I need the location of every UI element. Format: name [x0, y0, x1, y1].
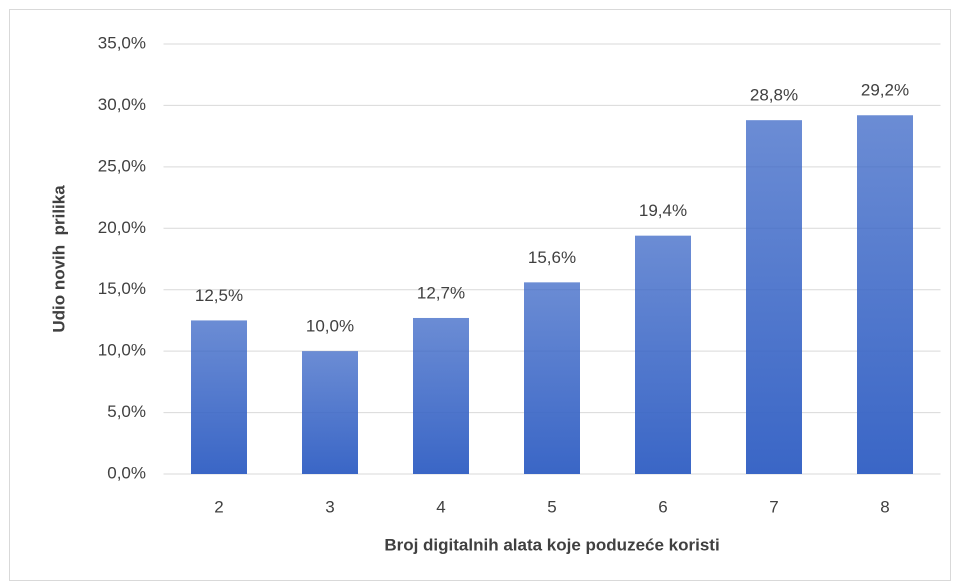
x-tick-label: 3 [325, 497, 334, 516]
bar [302, 351, 358, 474]
x-tick-label: 4 [436, 497, 445, 516]
data-label: 19,4% [639, 201, 687, 220]
data-label: 15,6% [528, 248, 576, 267]
y-tick-label: 15,0% [98, 279, 146, 298]
bar [746, 120, 802, 475]
y-tick-label: 25,0% [98, 156, 146, 175]
y-tick-label: 10,0% [98, 341, 146, 360]
x-tick-label: 7 [769, 497, 778, 516]
x-tick-label: 6 [658, 497, 667, 516]
x-tick-label: 8 [880, 497, 889, 516]
y-tick-label: 0,0% [107, 463, 146, 482]
y-tick-label: 20,0% [98, 218, 146, 237]
bar [413, 317, 469, 474]
data-label: 28,8% [750, 86, 798, 105]
x-axis-title: Broj digitalnih alata koje poduzeće kori… [384, 535, 719, 554]
y-tick-label: 30,0% [98, 95, 146, 114]
data-label: 12,7% [417, 283, 465, 302]
chart-border [9, 9, 951, 581]
bar [191, 320, 247, 474]
x-tick-label: 5 [547, 497, 556, 516]
data-label: 12,5% [195, 286, 243, 305]
bar [524, 282, 580, 474]
bar [635, 235, 691, 474]
y-tick-label: 35,0% [98, 33, 146, 52]
x-tick-label: 2 [214, 497, 223, 516]
y-axis-title: Udio novih prilika [49, 185, 68, 333]
bar [857, 115, 913, 474]
data-label: 29,2% [861, 81, 909, 100]
data-label: 10,0% [306, 317, 354, 336]
y-tick-label: 5,0% [107, 402, 146, 421]
